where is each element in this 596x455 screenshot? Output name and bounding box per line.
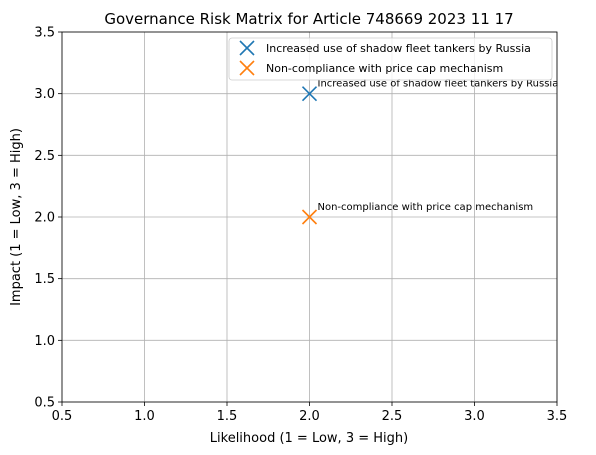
- legend-item: Non-compliance with price cap mechanism: [239, 60, 503, 76]
- marker-stroke: [301, 86, 318, 102]
- legend-label: Increased use of shadow fleet tankers by…: [266, 42, 531, 55]
- x-tick-label: 3.5: [547, 409, 568, 424]
- y-tick-label: 1.5: [34, 272, 55, 287]
- y-tick-label: 3.0: [34, 87, 55, 102]
- x-axis-label: Likelihood (1 = Low, 3 = High): [210, 431, 408, 446]
- x-tick-label: 1.5: [217, 409, 238, 424]
- y-tick-label: 2.0: [34, 211, 55, 226]
- x-tick-label: 3.0: [464, 409, 485, 424]
- x-tick-label: 1.0: [134, 409, 155, 424]
- legend-item: Increased use of shadow fleet tankers by…: [239, 40, 531, 56]
- legend-label: Non-compliance with price cap mechanism: [266, 62, 503, 75]
- legend-box: [228, 37, 553, 81]
- legend-marker: [239, 40, 255, 56]
- annotations: Increased use of shadow fleet tankers by…: [318, 79, 559, 213]
- x-tick-label: 2.0: [299, 409, 320, 424]
- legend: Increased use of shadow fleet tankers by…: [228, 37, 553, 81]
- x-tick-label: 2.5: [382, 409, 403, 424]
- point-annotation: Increased use of shadow fleet tankers by…: [318, 79, 559, 90]
- x-tick-label: 0.5: [52, 409, 73, 424]
- point-annotation: Non-compliance with price cap mechanism: [318, 202, 534, 213]
- y-tick-label: 2.5: [34, 149, 55, 164]
- chart-title: Governance Risk Matrix for Article 74866…: [104, 10, 513, 28]
- data-point-marker: [301, 209, 318, 225]
- marker-stroke: [301, 209, 318, 225]
- axis-ticks: 0.5 1.0 1.5 2.0 2.5 3.0 3.5 0.5 1.0 1.5 2.0 2.5 3.0 3…: [34, 26, 567, 425]
- legend-marker: [239, 60, 255, 76]
- y-tick-label: 1.0: [34, 334, 55, 349]
- y-axis-label: Impact (1 = Low, 3 = High): [9, 128, 24, 306]
- y-tick-label: 0.5: [34, 396, 55, 411]
- y-tick-label: 3.5: [34, 26, 55, 41]
- data-point-marker: [301, 86, 318, 102]
- data-points: [301, 86, 318, 225]
